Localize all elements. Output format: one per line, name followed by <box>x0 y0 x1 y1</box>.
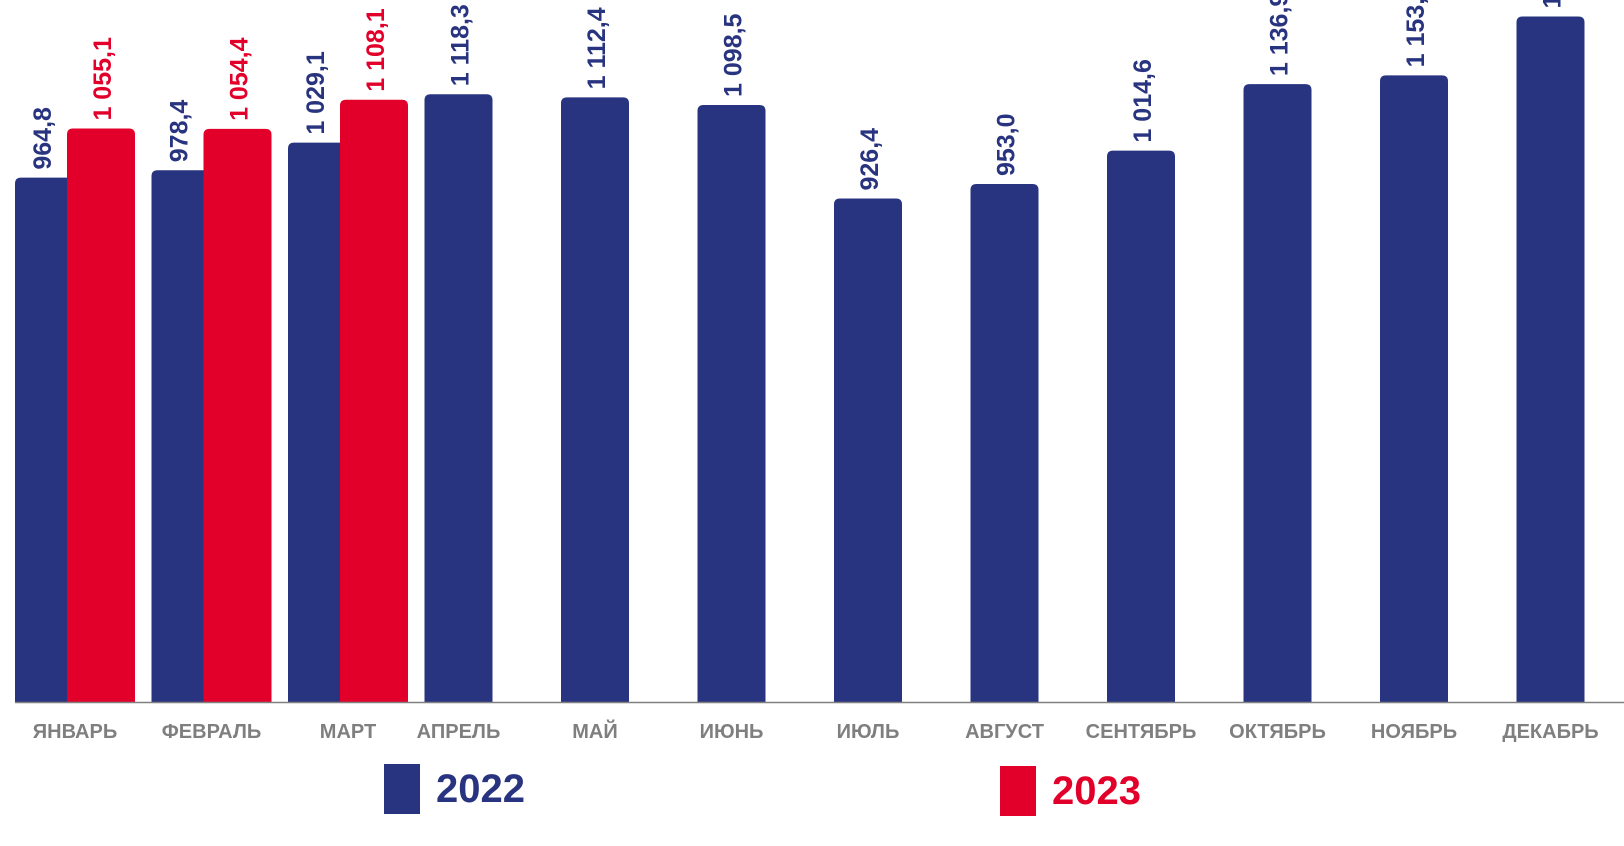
value-label-2022-9: 1 014,6 <box>1129 59 1157 142</box>
value-label-2022-10: 1 136,9 <box>1266 0 1294 76</box>
value-label-2022-1: 964,8 <box>29 107 57 170</box>
bar-2023-3 <box>340 99 408 702</box>
bar-2022-11 <box>1380 75 1448 703</box>
value-label-2022-2: 978,4 <box>166 100 194 163</box>
series-2023-bars <box>67 99 408 702</box>
category-label-8: АВГУСТ <box>965 721 1044 743</box>
category-label-11: НОЯБРЬ <box>1371 721 1457 743</box>
value-label-2022-5: 1 112,4 <box>583 7 611 89</box>
bar-2022-3 <box>288 142 356 702</box>
bar-2023-1 <box>67 128 135 702</box>
value-label-2023-1: 1 055,1 <box>89 37 117 121</box>
value-label-2023-2: 1 054,4 <box>226 37 254 121</box>
value-label-2022-7: 926,4 <box>856 128 884 191</box>
bar-2022-9 <box>1107 150 1175 703</box>
bar-2022-6 <box>697 104 766 702</box>
legend-label-2022: 2022 <box>436 767 525 811</box>
value-label-2022-8: 953,0 <box>993 113 1021 176</box>
bar-2022-7 <box>834 198 902 703</box>
legend-item-2022: 2022 <box>384 764 525 814</box>
bar-2023-2 <box>203 128 272 702</box>
value-label-2022-11: 1 153,0 <box>1402 0 1430 67</box>
bar-2022-5 <box>561 97 629 703</box>
category-label-10: ОКТЯБРЬ <box>1229 721 1326 743</box>
bar-2022-2 <box>151 170 220 702</box>
category-label-9: СЕНТЯБРЬ <box>1086 721 1197 743</box>
value-label-2022-4: 1 118,3 <box>447 4 475 86</box>
category-label-12: ДЕКАБРЬ <box>1502 721 1598 743</box>
bar-2022-1 <box>15 177 83 702</box>
value-labels: 964,8 1 055,1 978,4 1 054,4 1 029,1 1 108,1 1 … <box>29 0 1567 191</box>
value-label-2022-12: 1 261,2 <box>1539 0 1567 9</box>
category-label-7: ИЮЛЬ <box>837 721 900 743</box>
legend-label-2023: 2023 <box>1052 769 1141 813</box>
bar-2022-10 <box>1243 84 1312 702</box>
bar-2022-12 <box>1516 16 1585 703</box>
category-label-3: МАРТ <box>320 721 376 743</box>
legend-swatch-2022 <box>384 764 420 814</box>
legend-swatch-2023 <box>1000 766 1036 816</box>
value-label-2023-3: 1 108,1 <box>362 8 390 92</box>
category-labels: ЯНВАРЬ ФЕВРАЛЬ МАРТ АПРЕЛЬ МАЙ ИЮНЬ ИЮЛЬ АВГУСТ… <box>33 719 1599 743</box>
legend-item-2023: 2023 <box>1000 766 1141 816</box>
bar-2022-4 <box>424 94 493 702</box>
value-label-2022-6: 1 098,5 <box>720 13 748 97</box>
category-label-2: ФЕВРАЛЬ <box>162 721 262 743</box>
category-label-1: ЯНВАРЬ <box>33 721 117 743</box>
value-label-2022-3: 1 029,1 <box>302 51 330 135</box>
series-2022-bars <box>15 16 1585 703</box>
category-label-5: МАЙ <box>572 719 617 743</box>
category-label-6: ИЮНЬ <box>700 721 764 743</box>
bar-2022-8 <box>970 184 1039 702</box>
category-label-4: АПРЕЛЬ <box>417 721 501 743</box>
